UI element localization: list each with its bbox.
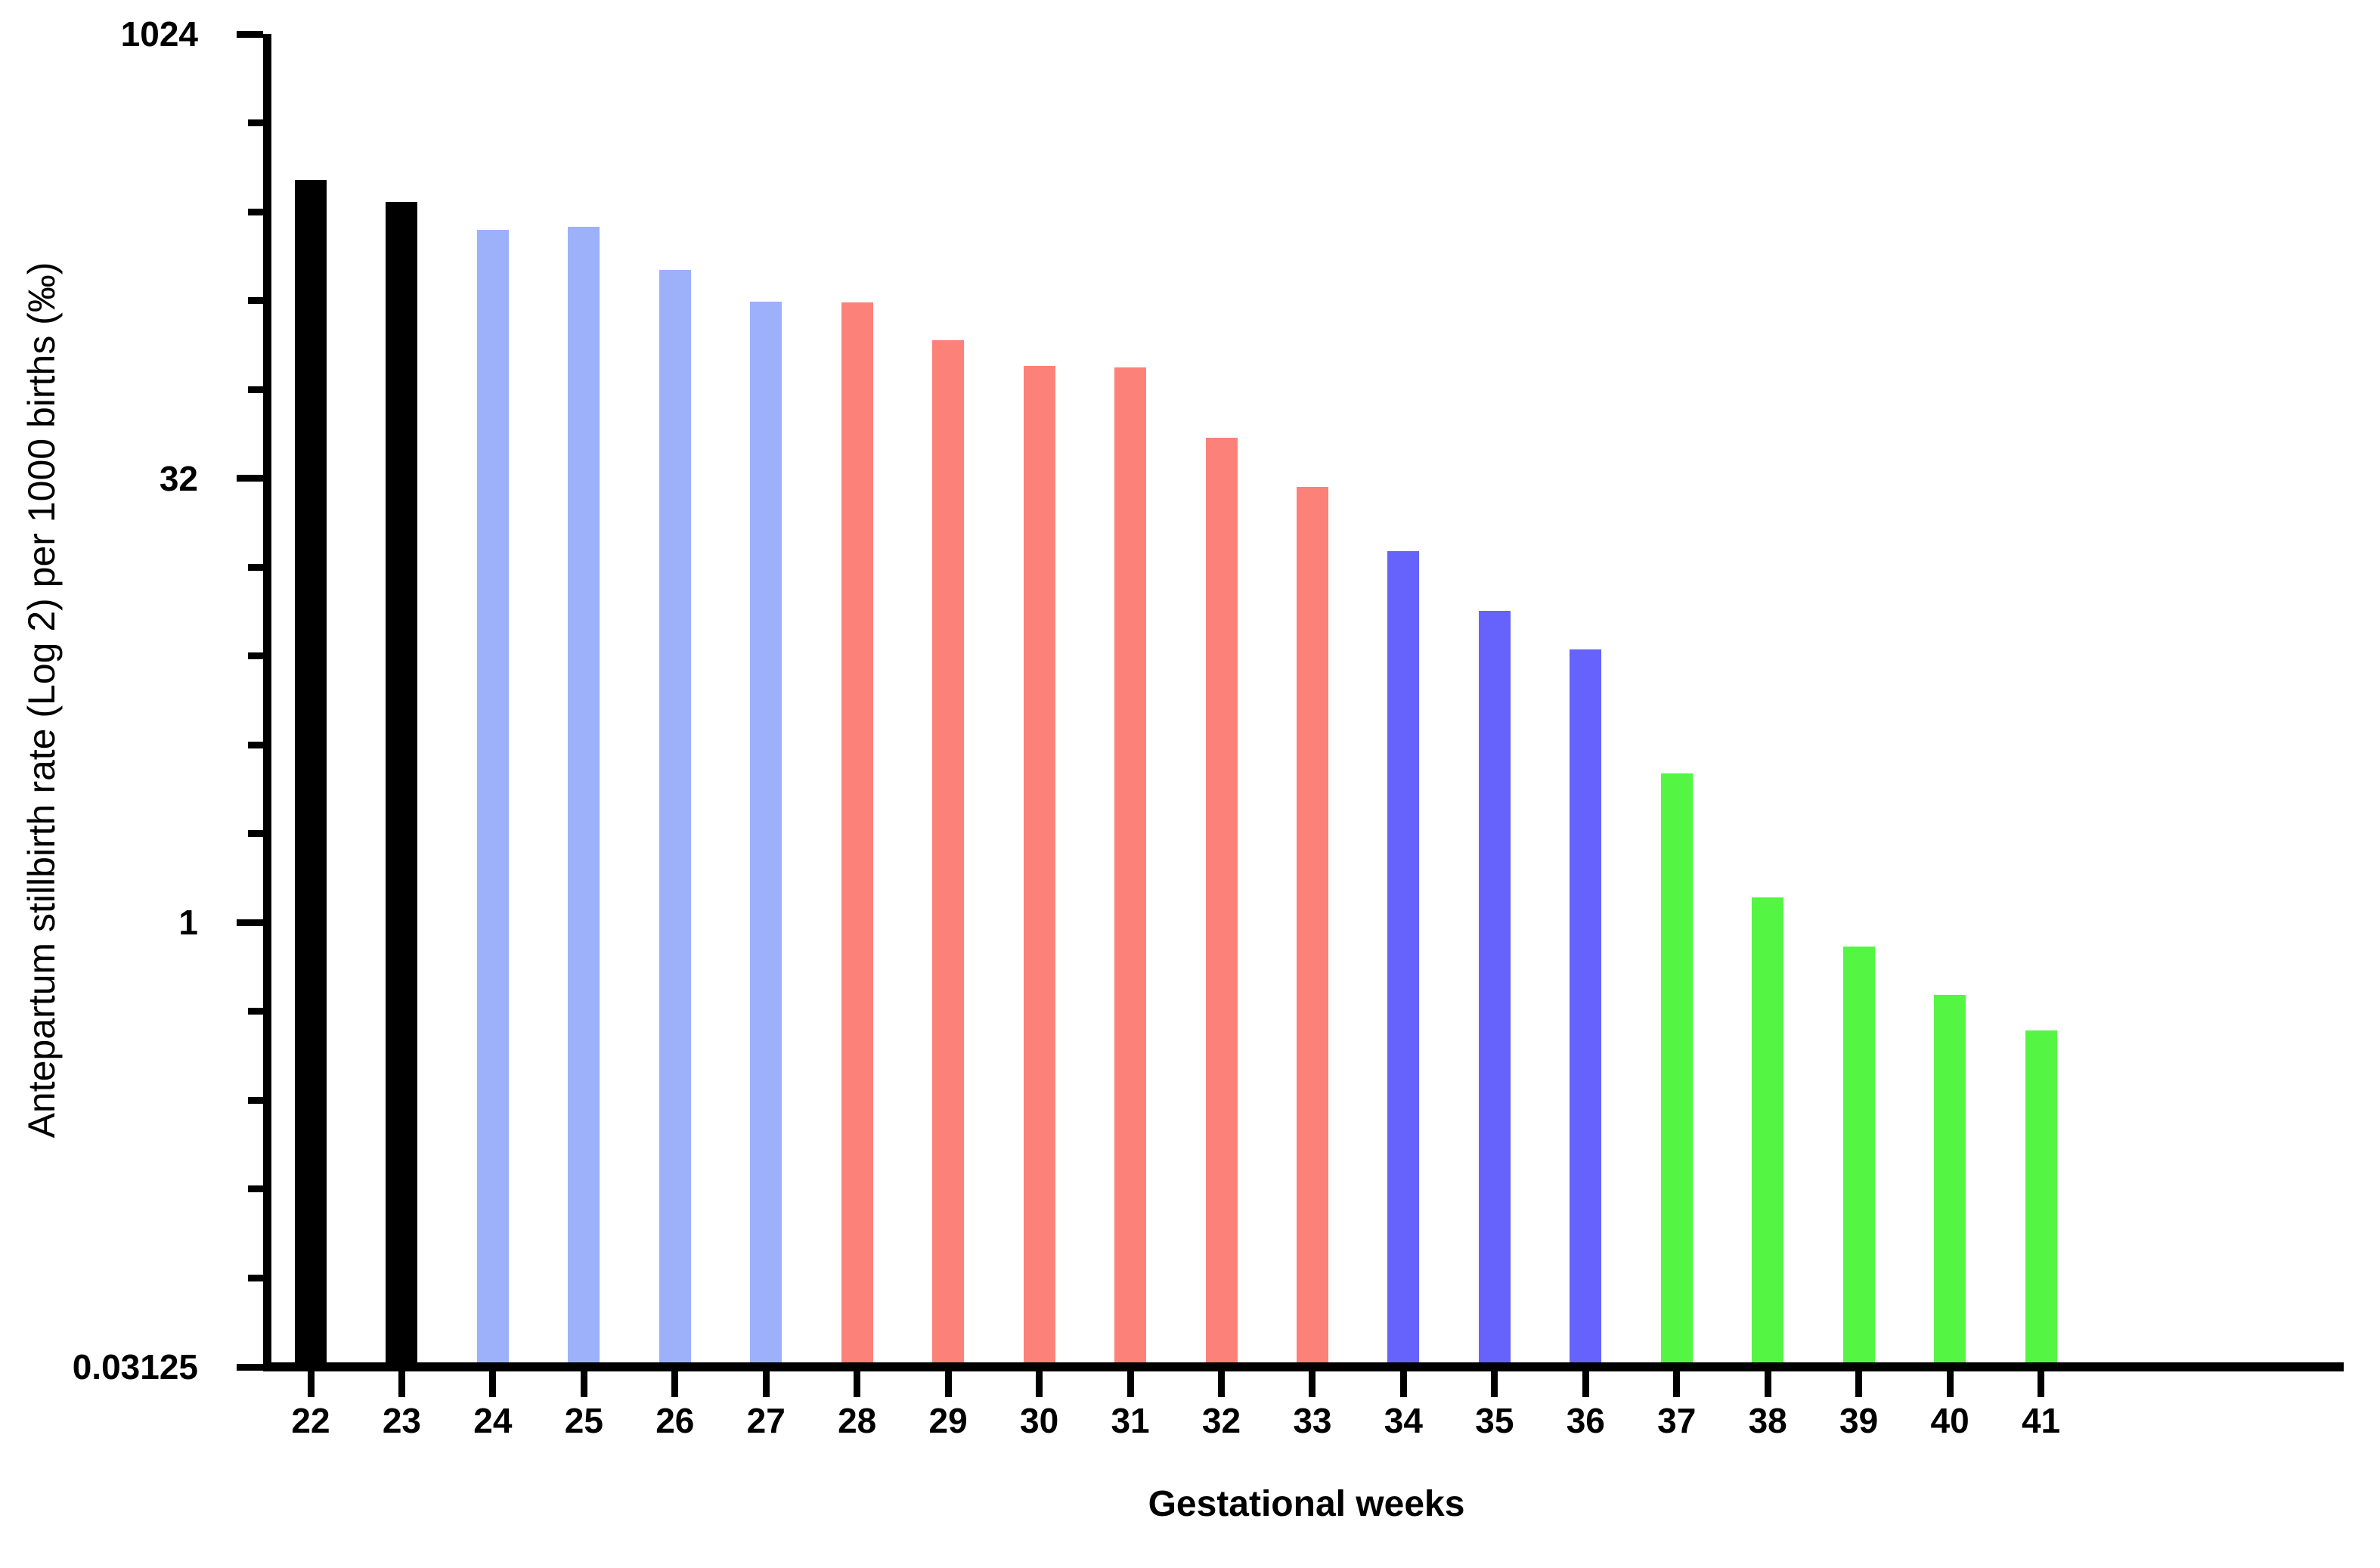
x-tick-week-32 [1218, 1371, 1225, 1397]
x-tick-week-33 [1309, 1371, 1316, 1397]
bar-week-32 [1205, 437, 1238, 1362]
bar-week-36 [1570, 649, 1602, 1362]
x-tick-label-26: 26 [655, 1401, 695, 1440]
y-minor-tick [247, 386, 263, 393]
y-minor-tick [247, 1185, 263, 1193]
bar-week-34 [1387, 551, 1420, 1362]
x-tick-week-31 [1126, 1371, 1134, 1397]
x-tick-label-41: 41 [2021, 1401, 2061, 1440]
x-tick-week-29 [944, 1371, 952, 1397]
bar-week-28 [841, 302, 873, 1362]
y-major-tick [236, 919, 263, 926]
x-axis-title: Gestational weeks [1148, 1484, 1465, 1524]
y-minor-tick [247, 830, 263, 838]
bar-week-39 [1842, 946, 1875, 1362]
bar-week-27 [750, 301, 782, 1362]
bar-week-41 [2025, 1030, 2057, 1362]
bar-week-38 [1752, 897, 1784, 1362]
x-tick-label-31: 31 [1111, 1401, 1150, 1440]
bar-week-29 [932, 339, 965, 1362]
y-minor-tick [247, 652, 263, 660]
bar-week-33 [1296, 486, 1328, 1362]
x-tick-week-36 [1582, 1371, 1589, 1397]
x-tick-week-30 [1036, 1371, 1043, 1397]
x-tick-label-39: 39 [1839, 1401, 1879, 1440]
bar-week-24 [476, 230, 509, 1362]
x-tick-label-38: 38 [1748, 1401, 1787, 1440]
x-tick-week-25 [580, 1371, 587, 1397]
x-tick-week-41 [2038, 1371, 2045, 1397]
x-tick-label-40: 40 [1930, 1401, 1969, 1440]
bar-week-25 [568, 226, 600, 1362]
y-tick-label-32: 32 [159, 458, 198, 498]
x-tick-label-35: 35 [1475, 1401, 1514, 1440]
y-axis-line [262, 34, 271, 1371]
bar-week-37 [1660, 773, 1693, 1362]
y-minor-tick [247, 297, 263, 305]
y-major-tick [236, 475, 263, 482]
bar-week-23 [386, 202, 418, 1362]
y-major-tick [236, 1363, 263, 1371]
x-tick-week-24 [489, 1371, 497, 1397]
y-minor-tick [247, 1008, 263, 1015]
y-tick-label-1: 1 [178, 903, 198, 943]
x-tick-label-37: 37 [1657, 1401, 1697, 1440]
y-minor-tick [247, 208, 263, 215]
x-tick-week-40 [1946, 1371, 1954, 1397]
y-axis-title: Antepartum stillbirth rate (Log 2) per 1… [20, 262, 63, 1139]
x-tick-label-34: 34 [1384, 1401, 1423, 1440]
x-tick-week-35 [1491, 1371, 1498, 1397]
x-axis-line [262, 1362, 2344, 1371]
bar-week-26 [659, 269, 691, 1362]
x-tick-week-27 [762, 1371, 770, 1397]
x-tick-label-29: 29 [928, 1401, 968, 1440]
x-tick-label-25: 25 [564, 1401, 603, 1440]
bar-week-30 [1023, 365, 1055, 1362]
y-minor-tick [247, 741, 263, 748]
x-tick-label-24: 24 [473, 1401, 513, 1440]
x-tick-week-28 [854, 1371, 861, 1397]
y-tick-label-1024: 1024 [120, 14, 198, 54]
y-minor-tick [247, 1274, 263, 1281]
x-tick-label-33: 33 [1293, 1401, 1332, 1440]
y-major-tick [236, 30, 263, 38]
bar-week-22 [295, 179, 327, 1362]
x-tick-label-22: 22 [291, 1401, 330, 1440]
x-tick-week-37 [1673, 1371, 1681, 1397]
x-tick-week-34 [1399, 1371, 1407, 1397]
x-tick-week-23 [398, 1371, 405, 1397]
x-tick-label-27: 27 [746, 1401, 786, 1440]
y-minor-tick [247, 1096, 263, 1104]
x-tick-label-32: 32 [1201, 1401, 1241, 1440]
x-tick-week-26 [671, 1371, 679, 1397]
x-tick-label-23: 23 [382, 1401, 422, 1440]
x-tick-label-36: 36 [1566, 1401, 1605, 1440]
y-tick-label-0.03125: 0.03125 [72, 1347, 198, 1387]
bar-week-40 [1934, 994, 1966, 1362]
x-tick-week-38 [1764, 1371, 1771, 1397]
x-tick-week-39 [1855, 1371, 1863, 1397]
bar-week-31 [1114, 367, 1147, 1362]
y-minor-tick [247, 119, 263, 127]
bar-week-35 [1478, 610, 1511, 1362]
y-minor-tick [247, 563, 263, 571]
x-tick-label-30: 30 [1020, 1401, 1059, 1440]
x-tick-label-28: 28 [838, 1401, 877, 1440]
x-tick-week-22 [307, 1371, 315, 1397]
